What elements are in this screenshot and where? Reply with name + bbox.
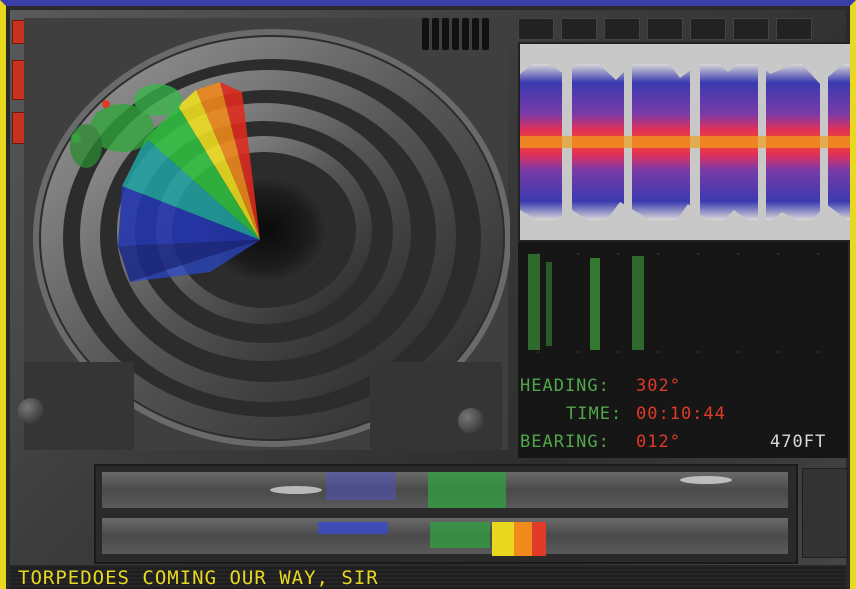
bearing-value: 012°: [636, 432, 681, 452]
scope-ring: [41, 37, 503, 439]
sonar-sweep: [118, 82, 260, 282]
side-panel-block: [802, 468, 848, 558]
signal-bars: [518, 242, 848, 366]
time-label: TIME:: [566, 404, 623, 424]
message-bar: TORPEDOES COMING OUR WAY, SIR: [10, 565, 846, 589]
control-knob[interactable]: [18, 398, 44, 424]
sonar-strip-contacts: [270, 472, 732, 556]
depth-value: 470FT: [770, 432, 827, 452]
sonar-contact-trail: [70, 84, 182, 168]
passive-sonar-strip: [94, 464, 798, 564]
heading-value: 302°: [636, 376, 681, 396]
sonar-waveform: [518, 42, 850, 242]
control-knob[interactable]: [458, 408, 484, 434]
heading-label: HEADING:: [520, 376, 610, 396]
sonar-scope[interactable]: [10, 10, 510, 450]
vent-grille: [422, 18, 502, 52]
scope-ring: [80, 70, 456, 402]
corner-plate: [370, 362, 502, 450]
nav-readout: HEADING: 302° TIME: 00:10:44 BEARING: 01…: [518, 366, 848, 458]
signal-bar: [528, 254, 540, 350]
crew-message: TORPEDOES COMING OUR WAY, SIR: [18, 567, 379, 589]
bearing-label: BEARING:: [520, 432, 610, 452]
console-panel: HEADING: 302° TIME: 00:10:44 BEARING: 01…: [10, 10, 850, 589]
contact-blip: [102, 100, 110, 108]
waveform-ticks: [518, 18, 848, 42]
contact-blip: [71, 133, 81, 143]
signal-bar: [632, 256, 644, 350]
time-value: 00:10:44: [636, 404, 726, 424]
signal-bar: [546, 262, 552, 346]
signal-bar: [590, 258, 600, 350]
